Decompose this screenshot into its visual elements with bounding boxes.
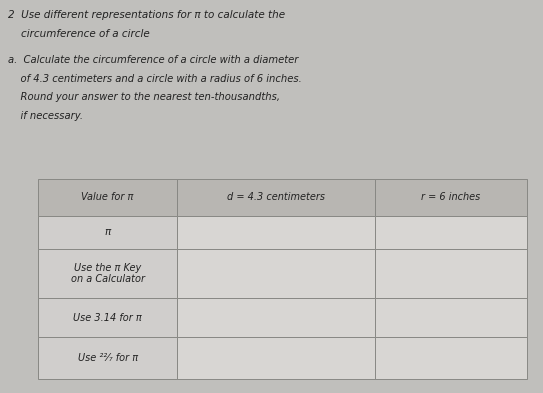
Text: 2  Use different representations for π to calculate the: 2 Use different representations for π to… — [8, 10, 285, 20]
Text: Round your answer to the nearest ten-thousandths,: Round your answer to the nearest ten-tho… — [8, 92, 280, 102]
Text: Use 3.14 for π: Use 3.14 for π — [73, 312, 142, 323]
Text: Use ²²⁄₇ for π: Use ²²⁄₇ for π — [78, 353, 138, 363]
Text: a.  Calculate the circumference of a circle with a diameter: a. Calculate the circumference of a circ… — [8, 55, 299, 65]
Text: Value for π: Value for π — [81, 192, 134, 202]
Text: if necessary.: if necessary. — [8, 111, 83, 121]
Text: of 4.3 centimeters and a circle with a radius of 6 inches.: of 4.3 centimeters and a circle with a r… — [8, 74, 302, 84]
Text: circumference of a circle: circumference of a circle — [8, 29, 150, 39]
Text: Use the π Key
on a Calculator: Use the π Key on a Calculator — [71, 263, 144, 284]
Text: r = 6 inches: r = 6 inches — [421, 192, 481, 202]
Text: d = 4.3 centimeters: d = 4.3 centimeters — [228, 192, 325, 202]
Text: π: π — [104, 228, 111, 237]
